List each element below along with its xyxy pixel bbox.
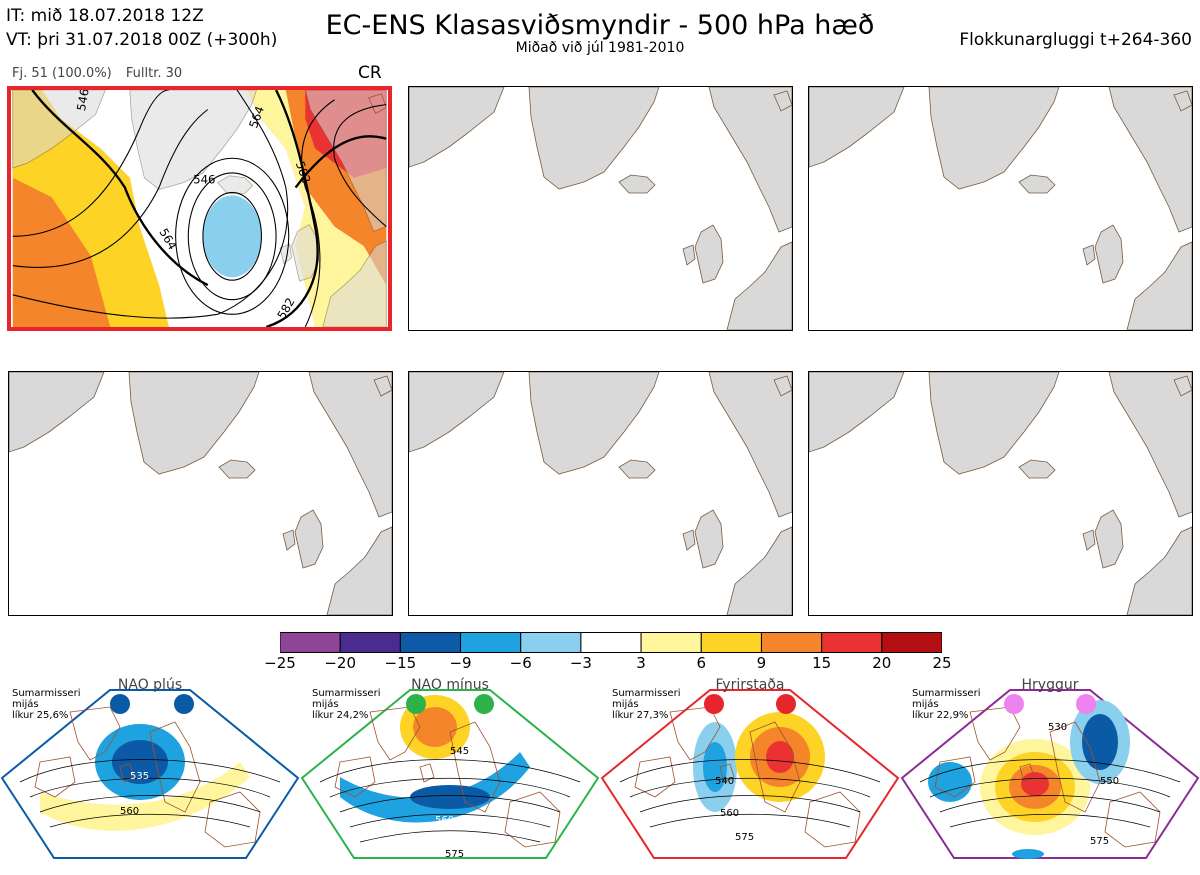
contour-label: 560: [435, 815, 454, 826]
cluster-map-empty: [408, 371, 793, 616]
page-title: EC-ENS Klasasviðsmyndir - 500 hPa hæð: [325, 10, 875, 41]
colorbar-swatch: [280, 632, 341, 653]
page-subtitle: Miðað við júl 1981-2010: [515, 40, 685, 56]
valid-time: VT: þri 31.07.2018 00Z (+300h): [6, 30, 278, 50]
contour-label: 550: [1100, 776, 1119, 787]
colorbar-tick-label: 6: [696, 654, 707, 672]
contour-label: 540: [715, 776, 734, 787]
contour-label: 575: [735, 832, 754, 843]
regime-ridge: 530 550 575 Hryggur Sumarmisseri mijás l…: [900, 672, 1200, 871]
regime-name: NAO mínus: [411, 677, 489, 693]
cluster-map-empty: [408, 86, 793, 331]
cluster-map-empty: [808, 371, 1193, 616]
regime-nao-plus: 535 560 NAO plús Sumarmisseri mijás líku…: [0, 672, 300, 871]
contour-label: 530: [1048, 722, 1067, 733]
regime-info: Sumarmisseri mijás líkur 24,2%: [312, 688, 381, 721]
contour-label: 575: [445, 849, 464, 860]
regime-blocking: 540 560 575 Fyrirstaða Sumarmisseri mijá…: [600, 672, 900, 871]
colorbar-tick-label: −25: [264, 654, 296, 672]
colorbar-swatch: [399, 632, 462, 653]
cluster-map-empty: [808, 86, 1193, 331]
contour-label: 545: [450, 746, 469, 757]
colorbar-swatch: [881, 632, 942, 653]
classification-window: Flokkunargluggi t+264-360: [959, 30, 1192, 50]
regime-name: Hryggur: [1021, 677, 1079, 693]
colorbar-swatch: [339, 632, 401, 653]
contour-label: 535: [130, 771, 149, 782]
cluster-regime: CR: [358, 63, 382, 83]
colorbar-swatch: [460, 632, 522, 653]
colorbar-swatch: [821, 632, 883, 653]
member-count: Fj. 51 (100.0%): [12, 66, 112, 81]
colorbar-swatch: [700, 632, 762, 653]
regime-name: Fyrirstaða: [715, 677, 785, 693]
cluster-map-empty: [8, 371, 393, 616]
colorbar-swatch: [760, 632, 823, 653]
contour-label: 560: [720, 808, 739, 819]
colorbar-tick-label: −20: [324, 654, 356, 672]
colorbar-tick-label: 3: [636, 654, 646, 672]
contour-label: 575: [1090, 836, 1109, 847]
contour-label: 546: [193, 173, 215, 187]
colorbar-tick-label: −9: [449, 654, 472, 672]
colorbar-tick-label: 9: [756, 654, 767, 672]
regime-info: Sumarmisseri mijás líkur 25,6%: [12, 688, 81, 721]
colorbar-tick-label: −15: [384, 654, 417, 672]
contour-label: 560: [120, 806, 139, 817]
colorbar-swatch: [520, 632, 582, 653]
colorbar-tick-label: 20: [872, 654, 892, 672]
colorbar-swatch: [580, 632, 642, 653]
colorbar: [280, 632, 942, 653]
colorbar-tick-label: −3: [569, 654, 592, 672]
regime-info: Sumarmisseri mijás líkur 27,3%: [612, 688, 681, 721]
representative-member: Fulltr. 30: [125, 66, 183, 81]
regime-info: Sumarmisseri mijás líkur 22,9%: [912, 688, 981, 721]
colorbar-tick-label: 15: [812, 654, 832, 672]
cluster-meta: Fj. 51 (100.0%) Fulltr. 30: [12, 66, 192, 81]
regime-nao-minus: 545 560 575 NAO mínus Sumarmisseri mijás…: [300, 672, 600, 871]
regime-name: NAO plús: [117, 677, 183, 693]
colorbar-swatch: [640, 632, 702, 653]
colorbar-tick-label: 25: [932, 654, 952, 672]
cluster-map-cr: 546 564 582 546 564 582: [7, 86, 392, 331]
contour-label: 546: [74, 90, 92, 112]
colorbar-tick-label: −6: [509, 654, 532, 672]
init-time: IT: mið 18.07.2018 12Z: [6, 6, 204, 26]
